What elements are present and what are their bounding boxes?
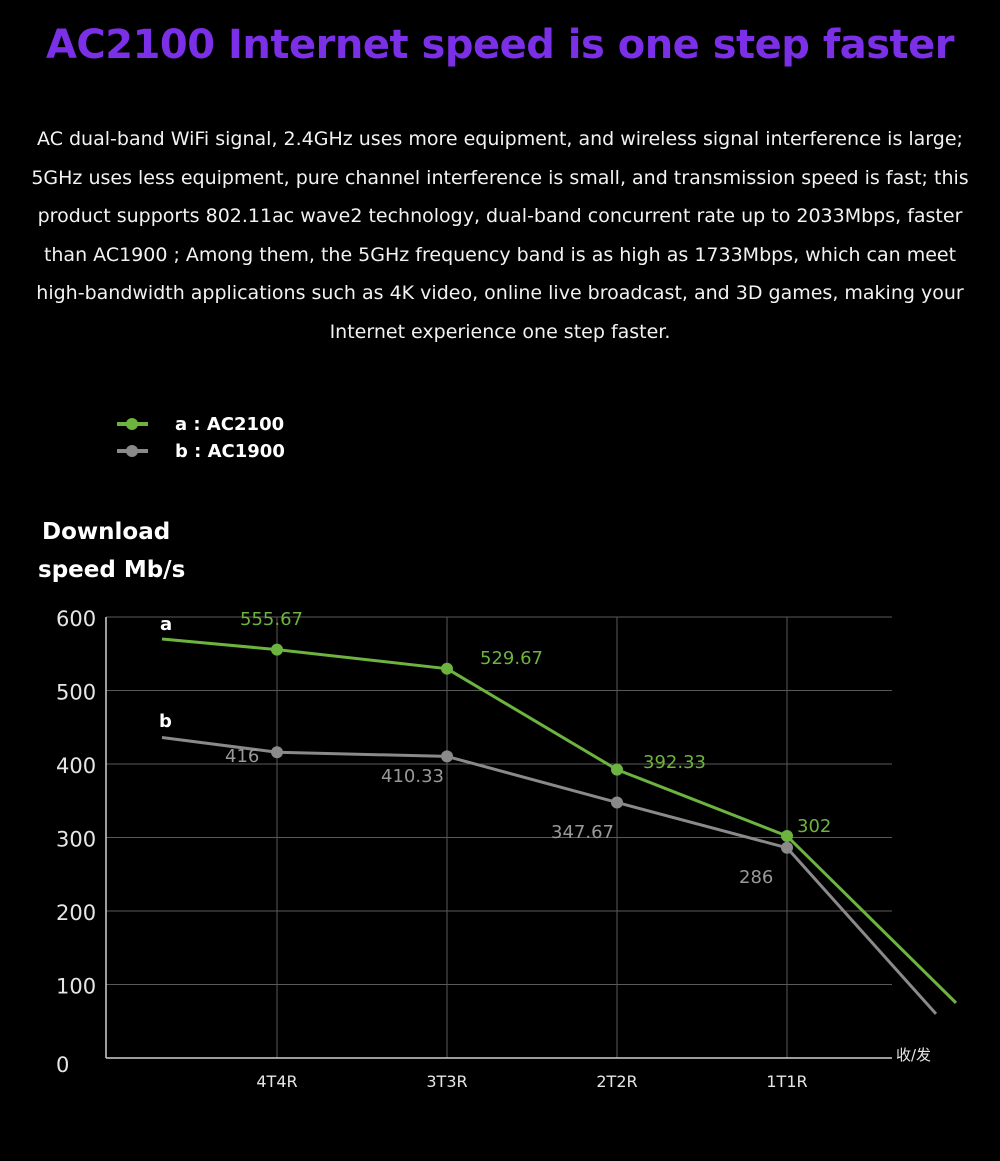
y-tick-label: 200	[56, 901, 96, 925]
x-tick-label: 1T1R	[766, 1072, 807, 1090]
data-point	[781, 830, 793, 843]
series-tag: b	[159, 711, 172, 732]
data-point	[441, 662, 453, 675]
data-label: 555.67	[240, 609, 303, 630]
x-tick-label: 4T4R	[256, 1072, 297, 1090]
data-label: 347.67	[551, 822, 614, 843]
x-tick-label: 2T2R	[596, 1072, 637, 1090]
page-title: AC2100 Internet speed is one step faster	[45, 22, 955, 68]
y-axis-label: Download	[42, 519, 170, 545]
data-label: 416	[225, 746, 259, 767]
description-text: AC dual-band WiFi signal, 2.4GHz uses mo…	[31, 128, 969, 343]
legend-label: a : AC2100	[175, 414, 284, 435]
legend-label: b : AC1900	[175, 441, 285, 462]
data-point	[441, 750, 453, 763]
data-label: 302	[797, 816, 831, 837]
y-axis-label: speed Mb/s	[38, 557, 185, 583]
data-point	[611, 763, 623, 776]
y-tick-label: 0	[56, 1053, 69, 1077]
data-label: 529.67	[480, 648, 543, 669]
x-axis-label: 收/发	[896, 1046, 931, 1064]
series-tag: a	[160, 614, 172, 635]
data-label: 410.33	[381, 766, 444, 787]
data-point	[271, 643, 283, 656]
y-tick-label: 500	[56, 681, 96, 705]
speed-line-chart: 0 100 200 300 400 500 600 4T4R 3T3R 2T2R 1T1R 收/发 Do…	[38, 414, 958, 1090]
x-tick-label: 3T3R	[426, 1072, 467, 1090]
legend-marker	[126, 418, 138, 430]
y-tick-label: 400	[56, 754, 96, 778]
legend-marker	[126, 445, 138, 457]
y-tick-label: 300	[56, 828, 96, 852]
series-line	[161, 637, 958, 1004]
data-point	[611, 796, 623, 809]
series-line	[161, 736, 938, 1015]
data-label: 286	[739, 867, 773, 888]
data-point	[781, 841, 793, 854]
data-label: 392.33	[643, 752, 706, 773]
y-tick-label: 600	[56, 607, 96, 631]
data-point	[271, 746, 283, 759]
y-tick-label: 100	[56, 975, 96, 999]
